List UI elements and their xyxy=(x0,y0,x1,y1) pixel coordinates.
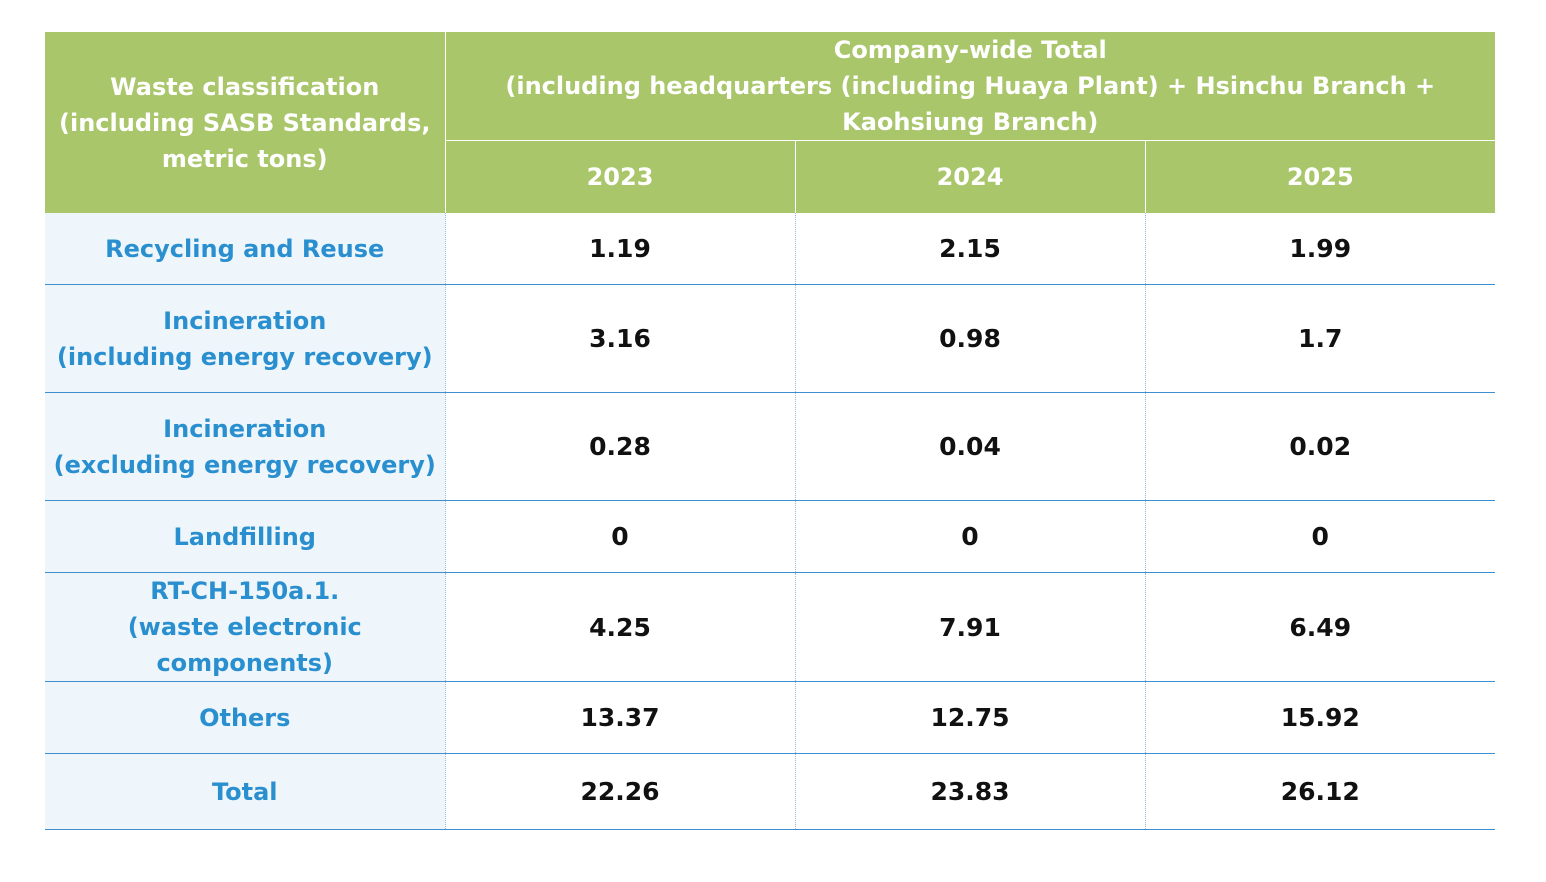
cell-2025: 15.92 xyxy=(1145,681,1496,754)
row-label: Total xyxy=(45,753,446,830)
waste-classification-table: Waste classification (including SASB Sta… xyxy=(45,32,1496,830)
row-label: Recycling and Reuse xyxy=(45,213,446,285)
header-waste-classification: Waste classification (including SASB Sta… xyxy=(45,32,446,213)
cell-2024: 0.04 xyxy=(795,392,1146,501)
cell-2024: 12.75 xyxy=(795,681,1146,754)
cell-2025: 0 xyxy=(1145,500,1496,573)
cell-2024: 7.91 xyxy=(795,572,1146,682)
row-others: Others 13.37 12.75 15.92 xyxy=(45,681,1496,754)
cell-2024: 0 xyxy=(795,500,1146,573)
row-label: Incineration (excluding energy recovery) xyxy=(45,392,446,501)
row-total: Total 22.26 23.83 26.12 xyxy=(45,753,1496,830)
cell-2025: 26.12 xyxy=(1145,753,1496,830)
row-incineration-excluding-energy-recovery: Incineration (excluding energy recovery)… xyxy=(45,392,1496,501)
row-label: Landfilling xyxy=(45,500,446,573)
cell-2023: 3.16 xyxy=(445,284,796,393)
header-year-2023: 2023 xyxy=(445,140,796,213)
cell-2023: 0 xyxy=(445,500,796,573)
row-incineration-including-energy-recovery: Incineration (including energy recovery)… xyxy=(45,284,1496,393)
cell-2025: 0.02 xyxy=(1145,392,1496,501)
row-label: Incineration (including energy recovery) xyxy=(45,284,446,393)
cell-2023: 0.28 xyxy=(445,392,796,501)
row-label: RT-CH-150a.1. (waste electronic componen… xyxy=(45,572,446,682)
row-waste-electronic-components: RT-CH-150a.1. (waste electronic componen… xyxy=(45,572,1496,682)
cell-2025: 1.7 xyxy=(1145,284,1496,393)
header-year-2024: 2024 xyxy=(795,140,1146,213)
cell-2025: 1.99 xyxy=(1145,213,1496,285)
row-landfilling: Landfilling 0 0 0 xyxy=(45,500,1496,573)
header-company-wide-total: Company-wide Total (including headquarte… xyxy=(445,32,1496,141)
cell-2024: 23.83 xyxy=(795,753,1146,830)
cell-2024: 0.98 xyxy=(795,284,1146,393)
cell-2023: 22.26 xyxy=(445,753,796,830)
row-recycling-and-reuse: Recycling and Reuse 1.19 2.15 1.99 xyxy=(45,213,1496,285)
cell-2023: 4.25 xyxy=(445,572,796,682)
cell-2023: 13.37 xyxy=(445,681,796,754)
header-year-2025: 2025 xyxy=(1145,140,1496,213)
cell-2025: 6.49 xyxy=(1145,572,1496,682)
cell-2024: 2.15 xyxy=(795,213,1146,285)
cell-2023: 1.19 xyxy=(445,213,796,285)
row-label: Others xyxy=(45,681,446,754)
